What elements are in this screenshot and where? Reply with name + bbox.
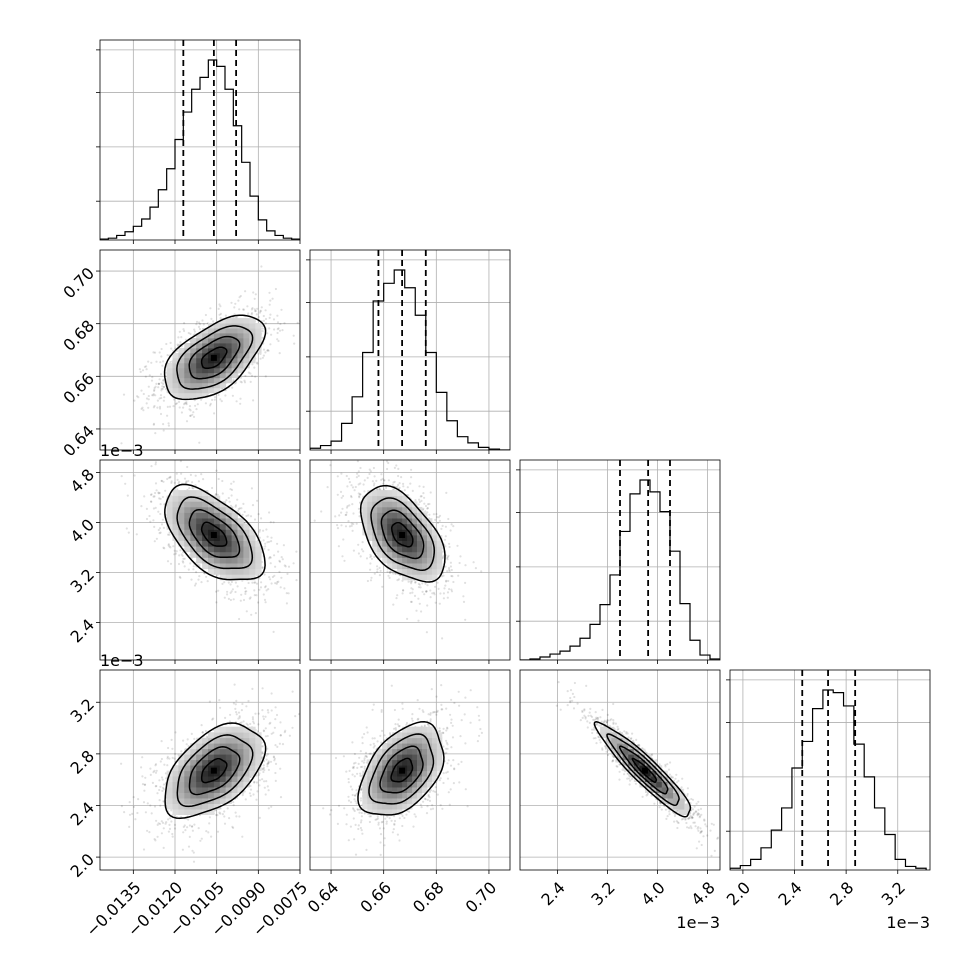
x-tick-label-3-3: 3.2 [878,878,909,909]
x-tick-label-3-0: 2.0 [723,878,754,909]
panel-frame [309,669,511,871]
x-tick-label-3-1: 2.4 [774,878,805,909]
contour-1-0-0 [200,346,228,370]
x-tick-label-1-3: 0.70 [462,878,501,917]
x-offset-label-3: 1e−3 [886,913,930,932]
contour-1-0-3 [163,314,267,401]
panel-frame [519,459,721,661]
y-tick-label-2-1: 3.2 [67,565,98,596]
y-tick-label-1-0: 0.64 [59,422,98,461]
density-peak [210,354,217,361]
contour-1-0-1 [188,335,241,380]
x-tick-label-1-2: 0.68 [409,878,448,917]
y-tick-label-1-1: 0.66 [59,369,98,408]
histogram-step-0 [100,59,300,240]
scatter-panel-3-0 [100,670,300,870]
scatter-panel-1-0 [100,250,300,450]
histogram-panel-2 [516,459,721,661]
x-tick-label-1-1: 0.66 [356,878,395,917]
scatter-panel-3-1 [310,670,510,870]
contour-3-0-3 [164,722,267,820]
contour-2-1-1 [380,509,425,560]
contour-2-1-0 [390,521,414,548]
y-tick-label-2-2: 4.0 [67,515,98,546]
x-tick-label-2-3: 4.8 [687,878,718,909]
panel-frame [99,249,301,451]
contour-2-0-1 [188,508,241,559]
contour-3-0-2 [176,734,254,808]
contour-2-0-0 [200,521,228,547]
density-peak [210,532,217,538]
panel-frame [309,249,511,451]
x-offset-label-2: 1e−3 [676,913,720,932]
panel-frame [729,669,931,871]
x-tick-label-2-0: 2.4 [537,878,568,909]
scatter-panel-3-2 [520,670,720,870]
x-tick-label-2-1: 3.2 [587,878,618,909]
scatter-panel-2-0 [100,460,300,660]
histogram-step-1 [310,269,510,450]
y-tick-label-3-0: 2.0 [67,850,98,881]
contour-3-1-0 [390,757,414,783]
panel-frame [99,459,301,661]
contour-2-0-2 [176,496,254,570]
scatter-panel-2-1 [310,460,510,660]
y-tick-label-2-3: 4.8 [67,465,98,496]
y-tick-label-3-2: 2.8 [67,746,98,777]
density-peak [399,767,406,774]
density-peak [399,532,406,538]
y-tick-label-2-0: 2.4 [67,615,98,646]
y-offset-label-3: 1e−3 [100,651,144,670]
contour-3-0-0 [200,757,228,784]
contour-3-1-3 [357,721,445,816]
contour-2-1-3 [359,484,446,583]
y-tick-label-3-3: 3.2 [67,695,98,726]
contour-3-2-2 [606,733,680,807]
contour-3-1-1 [379,745,424,794]
density-blocks-3-0 [166,726,262,815]
contour-1-0-2 [176,325,254,390]
contour-3-2-3 [593,721,692,818]
y-tick-label-1-2: 0.68 [59,316,98,355]
y-tick-label-3-1: 2.4 [67,798,98,829]
x-tick-label-3-2: 2.8 [826,878,857,909]
contour-3-1-2 [368,733,435,805]
y-offset-label-2: 1e−3 [100,441,144,460]
x-tick-label-1-0: 0.64 [304,878,343,917]
contour-3-2-0 [631,757,658,783]
histogram-panel-3 [726,669,931,871]
panel-frame [519,669,721,871]
panel-frame [309,459,511,661]
x-tick-label-2-2: 4.0 [637,878,668,909]
contour-3-0-1 [188,746,241,796]
density-blocks-3-1 [362,726,443,815]
panel-frame [99,39,301,241]
contour-3-2-1 [618,745,669,795]
density-peak [210,767,217,774]
histogram-panel-1 [306,249,511,451]
density-peak [642,767,648,774]
histogram-panel-0 [96,39,301,241]
contour-2-0-3 [164,483,266,581]
y-tick-label-1-3: 0.70 [59,264,98,303]
panel-frame [99,669,301,871]
contour-2-1-2 [370,497,436,572]
